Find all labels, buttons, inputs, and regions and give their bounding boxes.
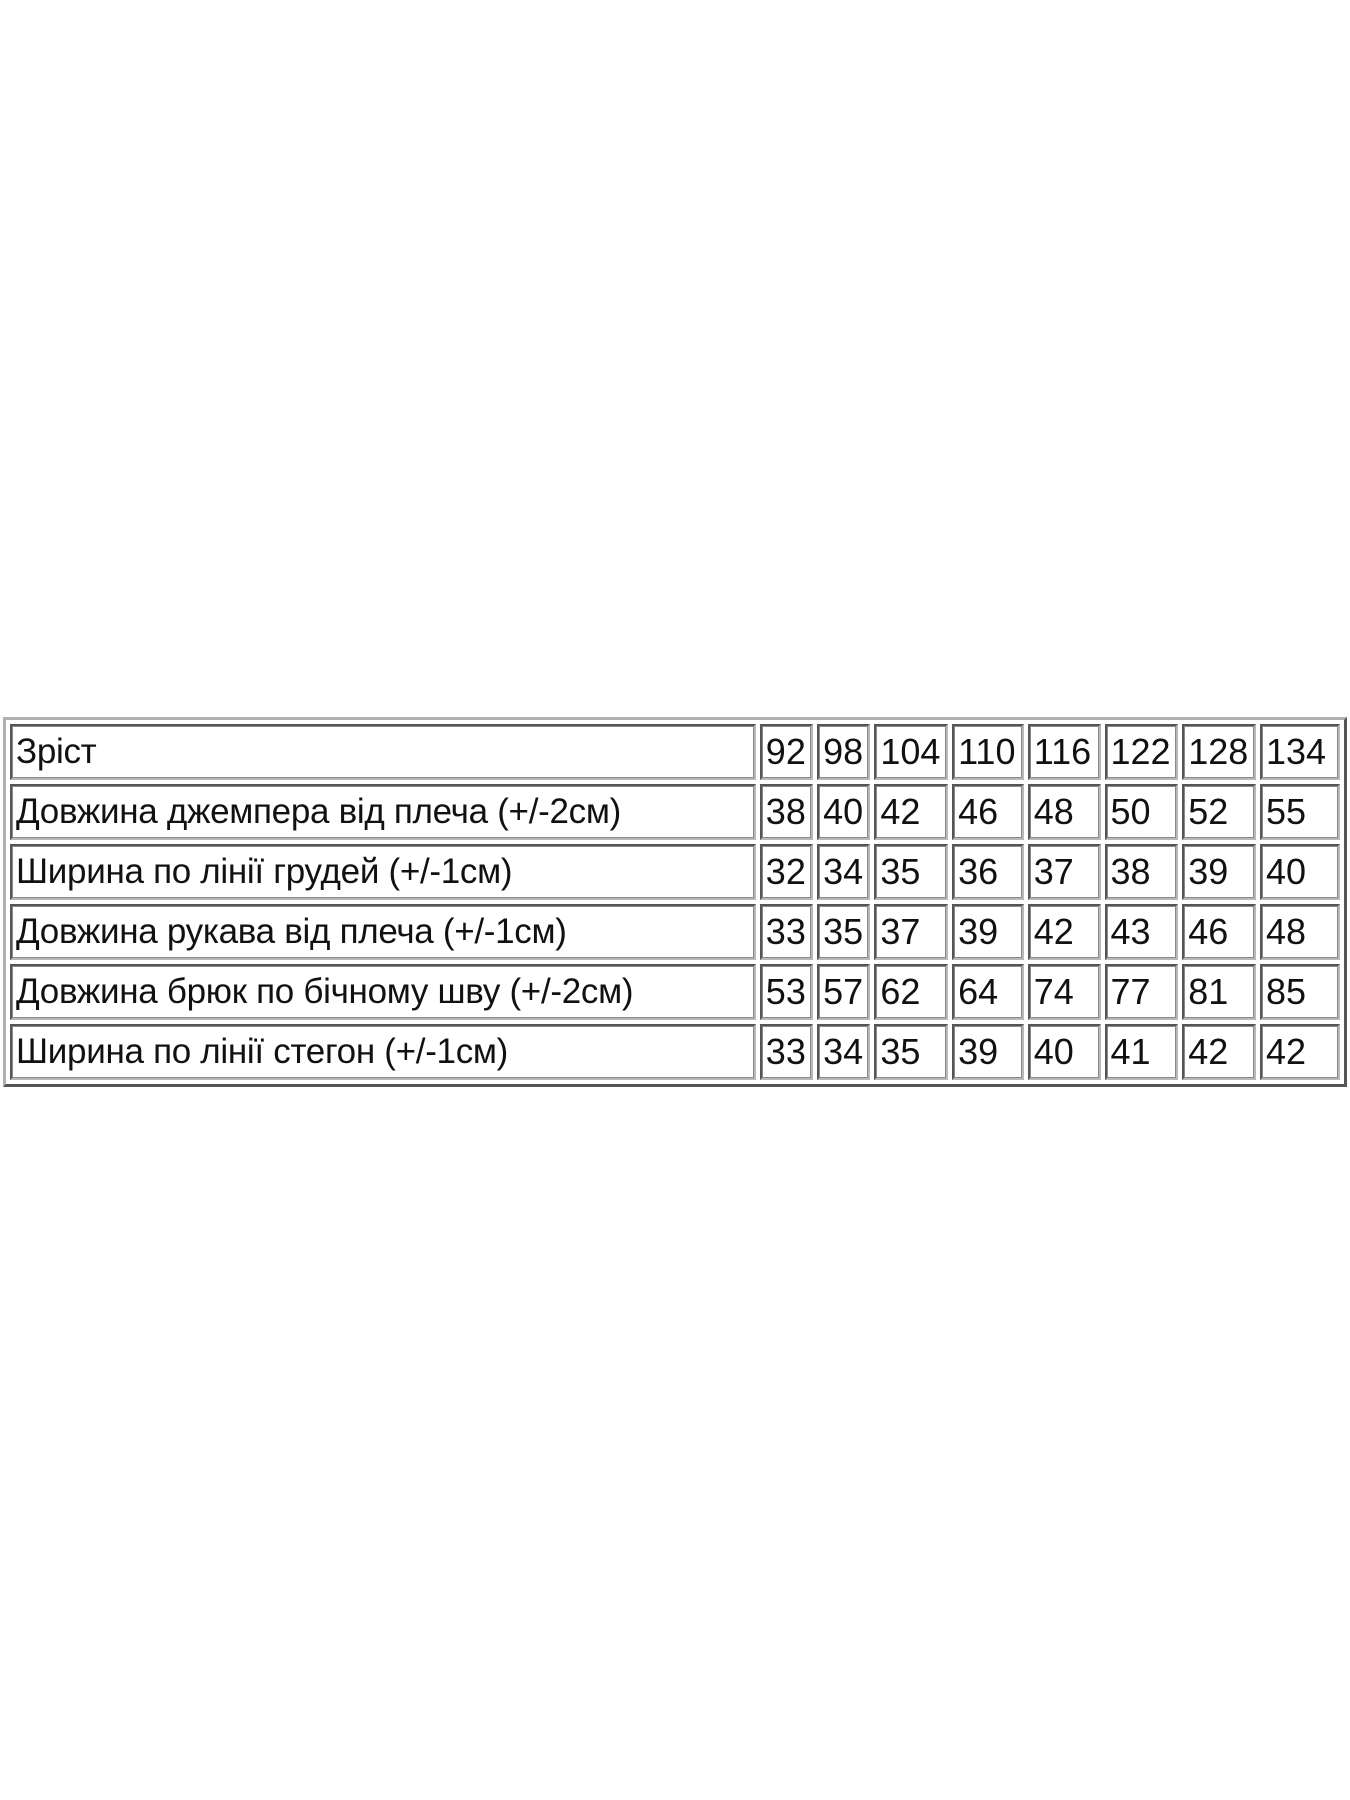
value-cell: 52 [1182,784,1257,840]
row-label: Довжина джемпера від плеча (+/-2см) [10,784,756,840]
value-cell: 33 [759,904,814,960]
value-cell: 39 [1182,844,1257,900]
value-cell: 33 [759,1024,814,1080]
value-cell: 39 [952,1024,1024,1080]
table-row: Довжина брюк по бічному шву (+/-2см) 53 57… [10,964,1340,1020]
value-cell: 81 [1182,964,1257,1020]
value-cell: 46 [1182,904,1257,960]
row-label: Довжина брюк по бічному шву (+/-2см) [10,964,756,1020]
value-cell: 32 [759,844,814,900]
size-header-cell: 122 [1104,724,1179,780]
value-cell: 53 [759,964,814,1020]
value-cell: 42 [1260,1024,1340,1080]
size-header-cell: 134 [1260,724,1340,780]
value-cell: 38 [1104,844,1179,900]
row-label: Ширина по лінії грудей (+/-1см) [10,844,756,900]
value-cell: 37 [874,904,949,960]
value-cell: 46 [952,784,1024,840]
row-label: Зріст [10,724,756,780]
table-row: Довжина джемпера від плеча (+/-2см) 38 40 4… [10,784,1340,840]
value-cell: 62 [874,964,949,1020]
value-cell: 57 [817,964,871,1020]
size-header-cell: 92 [759,724,814,780]
table-row: Ширина по лінії грудей (+/-1см) 32 34 35 36 3… [10,844,1340,900]
value-cell: 34 [817,1024,871,1080]
value-cell: 40 [1260,844,1340,900]
value-cell: 50 [1104,784,1179,840]
value-cell: 34 [817,844,871,900]
row-label: Ширина по лінії стегон (+/-1см) [10,1024,756,1080]
size-header-cell: 110 [952,724,1024,780]
value-cell: 77 [1104,964,1179,1020]
value-cell: 43 [1104,904,1179,960]
size-header-cell: 104 [874,724,949,780]
table-row: Довжина рукава від плеча (+/-1см) 33 35 37 3… [10,904,1340,960]
size-chart-table: Зріст 92 98 104 110 116 122 128 134 Довжина джемп… [3,717,1347,1087]
header-row: Зріст 92 98 104 110 116 122 128 134 [10,724,1340,780]
size-header-cell: 116 [1027,724,1101,780]
value-cell: 40 [817,784,871,840]
value-cell: 38 [759,784,814,840]
value-cell: 35 [817,904,871,960]
value-cell: 74 [1027,964,1101,1020]
value-cell: 35 [874,844,949,900]
value-cell: 40 [1027,1024,1101,1080]
value-cell: 42 [1182,1024,1257,1080]
value-cell: 55 [1260,784,1340,840]
value-cell: 64 [952,964,1024,1020]
value-cell: 35 [874,1024,949,1080]
value-cell: 41 [1104,1024,1179,1080]
value-cell: 37 [1027,844,1101,900]
table-row: Ширина по лінії стегон (+/-1см) 33 34 35 39 4… [10,1024,1340,1080]
value-cell: 85 [1260,964,1340,1020]
size-header-cell: 128 [1182,724,1257,780]
value-cell: 48 [1027,784,1101,840]
value-cell: 42 [874,784,949,840]
row-label: Довжина рукава від плеча (+/-1см) [10,904,756,960]
size-header-cell: 98 [817,724,871,780]
value-cell: 39 [952,904,1024,960]
value-cell: 42 [1027,904,1101,960]
value-cell: 36 [952,844,1024,900]
value-cell: 48 [1260,904,1340,960]
